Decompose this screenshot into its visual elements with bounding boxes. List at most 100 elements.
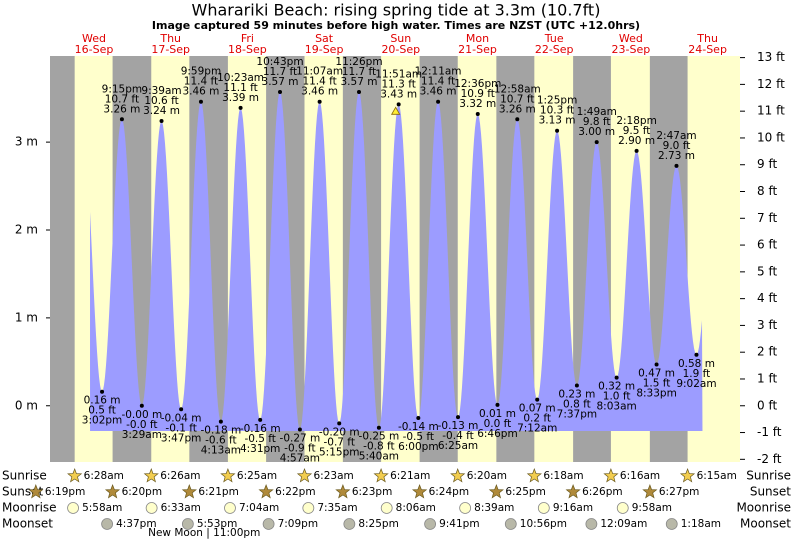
tide-label: -0.7 ft (323, 436, 354, 448)
tide-label: 11.4 ft (184, 76, 218, 88)
event-time: 8:25pm (358, 518, 398, 530)
moon-icon (616, 502, 629, 514)
y2-tick-label: 13 ft (757, 50, 785, 64)
tide-label: -0.04 m (161, 412, 202, 424)
sun-icon (411, 484, 428, 499)
event-time: 6:16am (620, 470, 660, 482)
event-time: 6:33am (161, 502, 201, 514)
moon-icon (224, 502, 236, 514)
tide-point (555, 128, 560, 133)
tide-curve (90, 92, 703, 431)
moon-icon (537, 502, 550, 514)
tide-label: 3.13 m (539, 115, 576, 127)
tide-label: -0.20 m (319, 426, 360, 438)
row-label: Moonrise (2, 501, 57, 515)
event-time: 6:15am (697, 470, 737, 482)
moon-icon (101, 518, 114, 530)
tide-label: -0.9 ft (284, 442, 315, 454)
tide-label: 3.26 m (103, 103, 140, 115)
tide-label: -0.18 m (201, 425, 242, 437)
tide-point (198, 99, 203, 104)
tide-label: 10:23am (217, 72, 264, 84)
tide-label: 3.43 m (380, 88, 417, 100)
tide-label: 3.39 m (222, 92, 259, 104)
moon-icon (665, 518, 678, 530)
day-date: 16-Sep (75, 43, 114, 56)
event-time: 6:19pm (45, 486, 85, 498)
y2-tick-label: 8 ft (757, 184, 777, 198)
tide-point (179, 407, 184, 412)
y-tick-label: 1 m (15, 310, 38, 324)
tide-label: 3.32 m (459, 98, 496, 110)
sun-icon (28, 484, 44, 499)
day-name: Sat (315, 32, 334, 45)
tide-label: 11:26pm (335, 56, 382, 68)
y2-tick-label: 9 ft (757, 157, 777, 171)
y-tick-label: 3 m (15, 135, 38, 149)
day-date: 23-Sep (612, 43, 651, 56)
event-time: 6:28am (84, 470, 124, 482)
tide-point (337, 421, 342, 426)
tide-label: 0.0 ft (484, 418, 512, 430)
tide-label: 0.47 m (638, 367, 675, 379)
tide-label: 2.73 m (658, 150, 695, 162)
tide-label: 5:15pm (319, 446, 359, 458)
tide-label: -0.00 m (121, 409, 162, 421)
tide-label: 6:46pm (477, 428, 517, 440)
tide-label: 10.7 ft (105, 93, 139, 105)
tide-point (119, 117, 124, 122)
day-name: Mon (466, 32, 489, 45)
tide-label: 11.4 ft (421, 76, 455, 88)
moon-icon (459, 502, 472, 514)
tide-label: 3.46 m (182, 86, 219, 98)
moon-icon (302, 502, 315, 514)
tide-label: 0.01 m (479, 408, 516, 420)
tide-label: 5:40am (359, 451, 399, 463)
tide-label: 1.9 ft (683, 368, 711, 380)
sun-icon (143, 468, 159, 483)
tide-label: 1:49am (577, 106, 617, 118)
event-time: 8:06am (396, 502, 436, 514)
moon-icon (67, 502, 79, 514)
new-moon-time: 11:00pm (213, 527, 260, 539)
moon-icon (145, 502, 158, 514)
tide-label: 0.16 m (84, 395, 121, 407)
tide-label: 1.0 ft (603, 391, 631, 403)
event-time: 8:39am (474, 502, 514, 514)
tide-label: 1.5 ft (643, 377, 671, 389)
day-date: 22-Sep (535, 43, 574, 56)
tide-label: 0.07 m (519, 403, 556, 415)
y2-tick-label: 4 ft (757, 291, 777, 305)
tide-label: 4:13am (201, 445, 241, 457)
event-time: 6:23am (314, 470, 354, 482)
day-name: Tue (544, 32, 564, 45)
now-marker (390, 106, 401, 115)
tide-point (416, 416, 421, 421)
row-label: Sunrise (746, 469, 791, 483)
event-time: 7:35am (317, 502, 357, 514)
tide-label: 3.57 m (341, 76, 378, 88)
tide-label: 9.5 ft (623, 125, 651, 137)
y2-tick-label: 12 ft (757, 77, 785, 91)
tide-point (218, 419, 223, 424)
tide-label: 3.46 m (301, 86, 338, 98)
tide-label: 0.58 m (678, 358, 715, 370)
tide-label: -0.16 m (240, 423, 281, 435)
tide-point (139, 403, 144, 408)
tide-label: 10.6 ft (144, 95, 178, 107)
tide-label: 9.0 ft (663, 140, 691, 152)
tide-label: 1:25pm (537, 95, 577, 107)
event-time: 6:26am (160, 470, 200, 482)
tide-label: -0.6 ft (205, 435, 236, 447)
event-time: 6:22pm (275, 486, 315, 498)
tide-label: 3:02pm (82, 415, 122, 427)
tide-label: 3:47pm (161, 432, 201, 444)
tide-label: 9:02am (676, 378, 716, 390)
y-tick-label: 2 m (15, 223, 38, 237)
tide-point (238, 105, 243, 110)
tide-label: 0.23 m (558, 389, 595, 401)
tide-label: 9:15pm (102, 83, 142, 95)
tide-label: 10.7 ft (500, 93, 534, 105)
tide-point (535, 397, 540, 402)
event-time: 9:58am (632, 502, 672, 514)
